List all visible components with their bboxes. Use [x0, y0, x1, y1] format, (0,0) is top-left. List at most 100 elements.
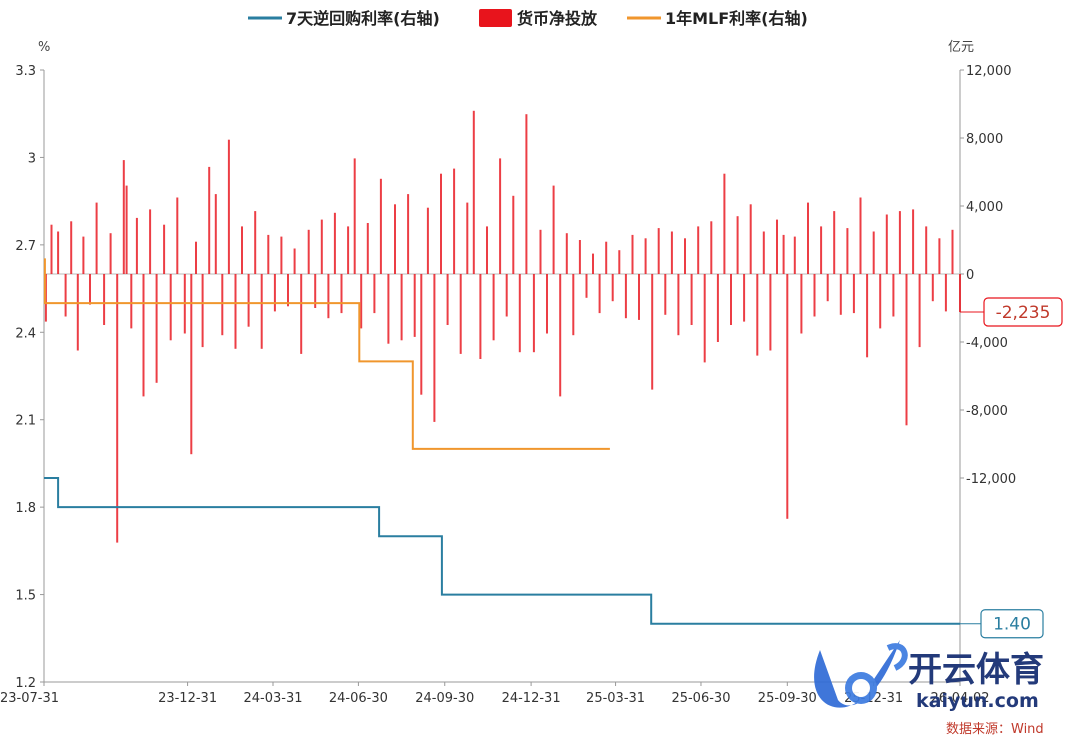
- net-injection-bar: [670, 231, 673, 274]
- net-injection-bar: [572, 274, 575, 336]
- x-tick-label: 24-03-31: [243, 691, 302, 706]
- net-injection-bar: [214, 194, 217, 274]
- net-injection-bar: [373, 274, 376, 314]
- net-injection-bar: [116, 274, 119, 543]
- net-injection-bar: [340, 274, 343, 314]
- legend-label-mlf: 1年MLF利率(右轴): [665, 9, 808, 28]
- net-injection-bar: [57, 231, 60, 274]
- net-injection-bar: [833, 211, 836, 274]
- net-injection-bar: [905, 274, 908, 426]
- net-injection-bar: [293, 248, 296, 274]
- net-injection-bar: [782, 234, 785, 274]
- right-tick-label: -4,000: [966, 336, 1008, 351]
- net-injection-bar: [800, 274, 803, 334]
- net-injection-bar: [793, 236, 796, 274]
- x-tick-label: 25-03-31: [586, 691, 645, 706]
- net-injection-bar: [307, 229, 310, 274]
- reverse-repo-rate-line: [44, 477, 960, 625]
- x-tick-label: 24-12-31: [502, 691, 561, 706]
- left-tick-label: 1.5: [15, 589, 36, 604]
- x-tick-label: 24-06-30: [329, 691, 388, 706]
- net-injection-bar: [353, 158, 356, 274]
- net-injection-bar: [426, 207, 429, 274]
- net-injection-bar: [852, 274, 855, 314]
- net-injection-bar: [466, 202, 469, 274]
- net-injection-bar: [532, 274, 535, 353]
- line-end-value: 1.40: [993, 615, 1031, 635]
- net-injection-bar: [730, 274, 732, 325]
- net-injection-bar: [499, 158, 502, 274]
- left-axis-ticks: 3.3 3 2.7 2.4 2.1 1.8 1.5 1.2: [15, 64, 44, 691]
- net-injection-bar: [280, 236, 283, 274]
- net-injection-bar: [592, 253, 594, 274]
- net-injection-bar: [859, 197, 862, 274]
- net-injection-bar: [684, 238, 686, 274]
- net-injection-bar: [912, 209, 915, 274]
- net-injection-bar: [546, 274, 548, 334]
- net-injection-bar: [677, 274, 680, 336]
- legend-swatch-net-injection: [479, 9, 512, 27]
- x-tick-label: 25-09-30: [758, 691, 817, 706]
- net-injection-bar: [190, 274, 193, 455]
- net-injection-bar: [195, 241, 197, 274]
- net-injection-bar: [247, 274, 250, 327]
- net-injection-bar: [125, 185, 128, 274]
- legend-label-net-injection: 货币净投放: [517, 9, 598, 28]
- net-injection-bar: [624, 274, 627, 319]
- net-injection-bar: [959, 274, 961, 312]
- left-tick-label: 2.7: [15, 239, 36, 254]
- left-tick-label: 2.1: [15, 414, 36, 429]
- net-injection-bar: [76, 274, 79, 351]
- net-injection-bar: [539, 229, 542, 274]
- net-injection-bar: [925, 226, 928, 274]
- net-injection-bar: [578, 240, 581, 274]
- net-injection-bar: [505, 274, 508, 317]
- net-injection-bar: [618, 250, 621, 274]
- net-injection-bar: [813, 274, 816, 317]
- net-injection-bar: [227, 139, 230, 274]
- net-injection-bar: [769, 274, 772, 351]
- net-injection-bar: [492, 274, 495, 341]
- net-injection-bar: [407, 194, 410, 274]
- right-axis-ticks: 12,000 8,000 4,000 0 -4,000 -8,000 -12,000: [960, 64, 1016, 487]
- net-injection-bar: [631, 234, 634, 274]
- net-injection-bar: [347, 226, 350, 274]
- net-injection-bar: [208, 166, 211, 274]
- bar-end-callout: -2,235: [960, 297, 1063, 327]
- x-tick-label: 25-06-30: [671, 691, 730, 706]
- left-tick-label: 1.8: [15, 501, 36, 516]
- net-injection-bar: [327, 274, 330, 319]
- net-injection-bar: [611, 274, 614, 302]
- net-injection-bar: [918, 274, 921, 348]
- net-injection-bar: [512, 195, 515, 274]
- net-injection-bar: [518, 274, 521, 353]
- net-injection-bar: [254, 211, 257, 274]
- net-injection-bar: [559, 274, 562, 397]
- right-tick-label: 4,000: [966, 200, 1003, 215]
- net-injection-bar: [130, 274, 133, 329]
- net-injection-bar: [552, 185, 555, 274]
- net-injection-bar: [379, 178, 382, 274]
- data-source: 数据来源：Wind: [946, 722, 1044, 737]
- net-injection-bar: [879, 274, 882, 329]
- net-injection-bar: [525, 114, 528, 274]
- x-tick-label: 23-12-31: [158, 691, 217, 706]
- net-injection-bar: [846, 228, 849, 274]
- net-injection-bar: [260, 274, 263, 349]
- net-injection-bar: [472, 110, 475, 274]
- net-injection-bar: [565, 233, 568, 274]
- net-injection-bar: [585, 274, 588, 298]
- left-tick-label: 1.2: [15, 676, 36, 691]
- net-injection-bar: [366, 223, 369, 274]
- line-callout-box: [980, 609, 1044, 639]
- left-tick-label: 3: [28, 151, 36, 166]
- net-injection-bar: [82, 236, 85, 274]
- legend: 7天逆回购利率(右轴) 货币净投放 1年MLF利率(右轴): [248, 9, 808, 28]
- net-injection-bar: [64, 274, 67, 317]
- x-axis-ticks: 23-07-31 23-12-31 24-03-31 24-06-30 24-09-30…: [0, 682, 990, 706]
- net-injection-bar: [149, 209, 152, 274]
- net-injection-bar: [433, 274, 436, 422]
- net-injection-bar: [453, 168, 456, 274]
- net-injection-bar: [605, 241, 608, 274]
